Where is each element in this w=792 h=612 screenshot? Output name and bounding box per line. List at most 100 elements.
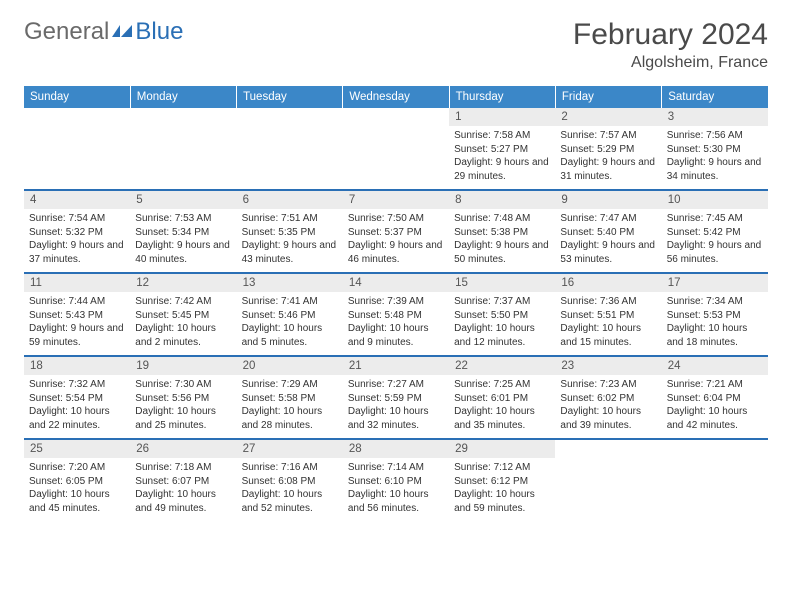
sunrise-text: Sunrise: 7:54 AM [29,212,125,226]
day-cell [555,439,661,521]
sunrise-text: Sunrise: 7:42 AM [135,295,231,309]
sunset-text: Sunset: 5:58 PM [242,392,338,406]
day-cell: 21Sunrise: 7:27 AMSunset: 5:59 PMDayligh… [343,356,449,439]
sunset-text: Sunset: 5:34 PM [135,226,231,240]
day-details: Sunrise: 7:48 AMSunset: 5:38 PMDaylight:… [449,209,555,272]
daylight-text: Daylight: 10 hours and 52 minutes. [242,488,338,515]
day-number: 23 [555,357,661,375]
sunrise-text: Sunrise: 7:18 AM [135,461,231,475]
header: General Blue February 2024 Algolsheim, F… [24,18,768,72]
sunset-text: Sunset: 6:12 PM [454,475,550,489]
day-number: 1 [449,108,555,126]
sunrise-text: Sunrise: 7:57 AM [560,129,656,143]
daylight-text: Daylight: 10 hours and 18 minutes. [667,322,763,349]
day-details: Sunrise: 7:50 AMSunset: 5:37 PMDaylight:… [343,209,449,272]
calendar-body: 1Sunrise: 7:58 AMSunset: 5:27 PMDaylight… [24,108,768,521]
sunrise-text: Sunrise: 7:34 AM [667,295,763,309]
week-row: 18Sunrise: 7:32 AMSunset: 5:54 PMDayligh… [24,356,768,439]
day-cell [237,108,343,190]
sunset-text: Sunset: 5:32 PM [29,226,125,240]
day-cell: 8Sunrise: 7:48 AMSunset: 5:38 PMDaylight… [449,190,555,273]
day-cell: 16Sunrise: 7:36 AMSunset: 5:51 PMDayligh… [555,273,661,356]
sunset-text: Sunset: 5:43 PM [29,309,125,323]
daylight-text: Daylight: 10 hours and 35 minutes. [454,405,550,432]
sunrise-text: Sunrise: 7:23 AM [560,378,656,392]
logo-text-general: General [24,18,109,46]
logo-text-blue: Blue [135,18,183,46]
sunrise-text: Sunrise: 7:12 AM [454,461,550,475]
sunrise-text: Sunrise: 7:47 AM [560,212,656,226]
day-header-wednesday: Wednesday [343,86,449,108]
day-number: 12 [130,274,236,292]
sunset-text: Sunset: 5:40 PM [560,226,656,240]
sunrise-text: Sunrise: 7:16 AM [242,461,338,475]
day-details: Sunrise: 7:56 AMSunset: 5:30 PMDaylight:… [662,126,768,189]
daylight-text: Daylight: 10 hours and 9 minutes. [348,322,444,349]
day-number: 11 [24,274,130,292]
sunrise-text: Sunrise: 7:25 AM [454,378,550,392]
day-details: Sunrise: 7:51 AMSunset: 5:35 PMDaylight:… [237,209,343,272]
day-number: 2 [555,108,661,126]
day-details: Sunrise: 7:12 AMSunset: 6:12 PMDaylight:… [449,458,555,521]
sunset-text: Sunset: 5:38 PM [454,226,550,240]
daylight-text: Daylight: 10 hours and 42 minutes. [667,405,763,432]
day-details: Sunrise: 7:21 AMSunset: 6:04 PMDaylight:… [662,375,768,438]
day-cell: 28Sunrise: 7:14 AMSunset: 6:10 PMDayligh… [343,439,449,521]
day-number: 3 [662,108,768,126]
day-cell: 26Sunrise: 7:18 AMSunset: 6:07 PMDayligh… [130,439,236,521]
daylight-text: Daylight: 9 hours and 56 minutes. [667,239,763,266]
daylight-text: Daylight: 10 hours and 12 minutes. [454,322,550,349]
sunrise-text: Sunrise: 7:53 AM [135,212,231,226]
day-details: Sunrise: 7:53 AMSunset: 5:34 PMDaylight:… [130,209,236,272]
day-cell [130,108,236,190]
day-details [662,446,768,502]
day-number: 5 [130,191,236,209]
day-number: 6 [237,191,343,209]
sunrise-text: Sunrise: 7:48 AM [454,212,550,226]
day-cell: 5Sunrise: 7:53 AMSunset: 5:34 PMDaylight… [130,190,236,273]
day-number: 27 [237,440,343,458]
daylight-text: Daylight: 10 hours and 39 minutes. [560,405,656,432]
daylight-text: Daylight: 10 hours and 59 minutes. [454,488,550,515]
sunrise-text: Sunrise: 7:51 AM [242,212,338,226]
day-number: 26 [130,440,236,458]
sunset-text: Sunset: 5:56 PM [135,392,231,406]
day-cell [24,108,130,190]
daylight-text: Daylight: 9 hours and 31 minutes. [560,156,656,183]
day-number: 15 [449,274,555,292]
sunrise-text: Sunrise: 7:32 AM [29,378,125,392]
day-cell: 3Sunrise: 7:56 AMSunset: 5:30 PMDaylight… [662,108,768,190]
day-number: 10 [662,191,768,209]
day-details: Sunrise: 7:37 AMSunset: 5:50 PMDaylight:… [449,292,555,355]
sunrise-text: Sunrise: 7:37 AM [454,295,550,309]
day-header-monday: Monday [130,86,236,108]
title-block: February 2024 Algolsheim, France [573,18,768,72]
sunset-text: Sunset: 5:35 PM [242,226,338,240]
day-cell: 19Sunrise: 7:30 AMSunset: 5:56 PMDayligh… [130,356,236,439]
sunrise-text: Sunrise: 7:29 AM [242,378,338,392]
day-cell: 29Sunrise: 7:12 AMSunset: 6:12 PMDayligh… [449,439,555,521]
day-details: Sunrise: 7:20 AMSunset: 6:05 PMDaylight:… [24,458,130,521]
sunset-text: Sunset: 5:29 PM [560,143,656,157]
day-details: Sunrise: 7:54 AMSunset: 5:32 PMDaylight:… [24,209,130,272]
daylight-text: Daylight: 10 hours and 49 minutes. [135,488,231,515]
day-details: Sunrise: 7:39 AMSunset: 5:48 PMDaylight:… [343,292,449,355]
day-details: Sunrise: 7:32 AMSunset: 5:54 PMDaylight:… [24,375,130,438]
day-header-friday: Friday [555,86,661,108]
sunrise-text: Sunrise: 7:21 AM [667,378,763,392]
daylight-text: Daylight: 9 hours and 53 minutes. [560,239,656,266]
sunset-text: Sunset: 5:46 PM [242,309,338,323]
sunrise-text: Sunrise: 7:41 AM [242,295,338,309]
day-cell: 25Sunrise: 7:20 AMSunset: 6:05 PMDayligh… [24,439,130,521]
day-number: 20 [237,357,343,375]
sunrise-text: Sunrise: 7:36 AM [560,295,656,309]
sunset-text: Sunset: 5:59 PM [348,392,444,406]
day-details: Sunrise: 7:30 AMSunset: 5:56 PMDaylight:… [130,375,236,438]
day-number: 17 [662,274,768,292]
day-cell: 7Sunrise: 7:50 AMSunset: 5:37 PMDaylight… [343,190,449,273]
day-header-thursday: Thursday [449,86,555,108]
day-header-tuesday: Tuesday [237,86,343,108]
sunset-text: Sunset: 5:45 PM [135,309,231,323]
day-details: Sunrise: 7:34 AMSunset: 5:53 PMDaylight:… [662,292,768,355]
day-details: Sunrise: 7:29 AMSunset: 5:58 PMDaylight:… [237,375,343,438]
